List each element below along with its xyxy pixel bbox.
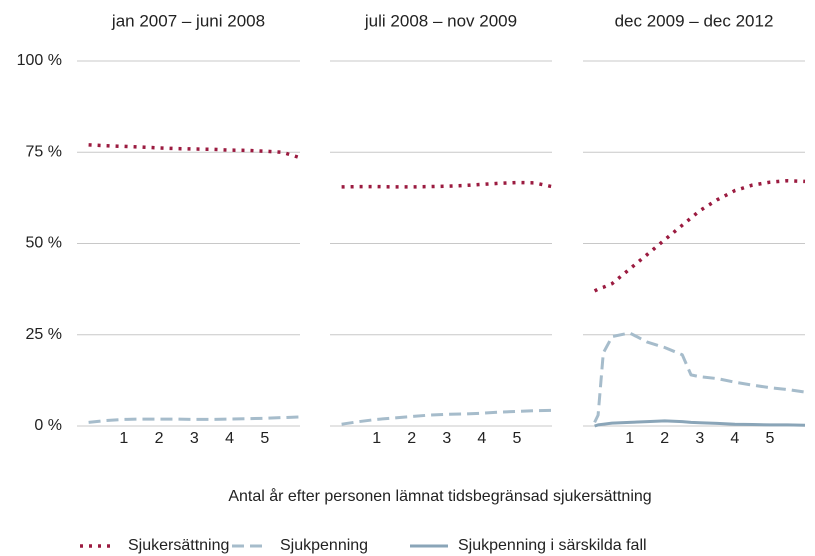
x-tick-label: 4 bbox=[730, 430, 739, 447]
legend-label: Sjukpenning bbox=[280, 537, 368, 554]
y-tick-label: 100 % bbox=[17, 52, 62, 69]
x-tick-label: 5 bbox=[765, 430, 774, 447]
y-tick-label: 0 % bbox=[34, 417, 62, 434]
panel-title: juli 2008 – nov 2009 bbox=[364, 11, 517, 30]
panel-title: jan 2007 – juni 2008 bbox=[111, 11, 265, 30]
x-axis-label: Antal år efter personen lämnat tidsbegrä… bbox=[228, 487, 651, 505]
series-line bbox=[341, 180, 553, 189]
series-line bbox=[88, 415, 301, 424]
x-tick-label: 1 bbox=[625, 430, 634, 447]
series-line bbox=[594, 419, 806, 428]
y-tick-label: 50 % bbox=[26, 235, 62, 252]
x-tick-label: 4 bbox=[477, 430, 486, 447]
series-line bbox=[593, 331, 806, 424]
x-tick-label: 1 bbox=[119, 430, 128, 447]
x-tick-label: 3 bbox=[695, 430, 704, 447]
series-line bbox=[341, 408, 553, 426]
x-tick-label: 5 bbox=[260, 430, 269, 447]
x-tick-label: 4 bbox=[225, 430, 234, 447]
x-tick-label: 2 bbox=[407, 430, 416, 447]
y-tick-label: 25 % bbox=[26, 326, 62, 343]
series-line bbox=[593, 178, 806, 293]
series-line bbox=[88, 143, 301, 160]
x-tick-label: 2 bbox=[660, 430, 669, 447]
legend-label: Sjukpenning i särskilda fall bbox=[458, 537, 647, 554]
x-tick-label: 3 bbox=[190, 430, 199, 447]
x-tick-label: 1 bbox=[372, 430, 381, 447]
legend-label: Sjukersättning bbox=[128, 537, 229, 554]
y-tick-label: 75 % bbox=[26, 143, 62, 160]
panel-title: dec 2009 – dec 2012 bbox=[615, 11, 774, 30]
x-tick-label: 3 bbox=[442, 430, 451, 447]
x-tick-label: 5 bbox=[512, 430, 521, 447]
x-tick-label: 2 bbox=[155, 430, 164, 447]
